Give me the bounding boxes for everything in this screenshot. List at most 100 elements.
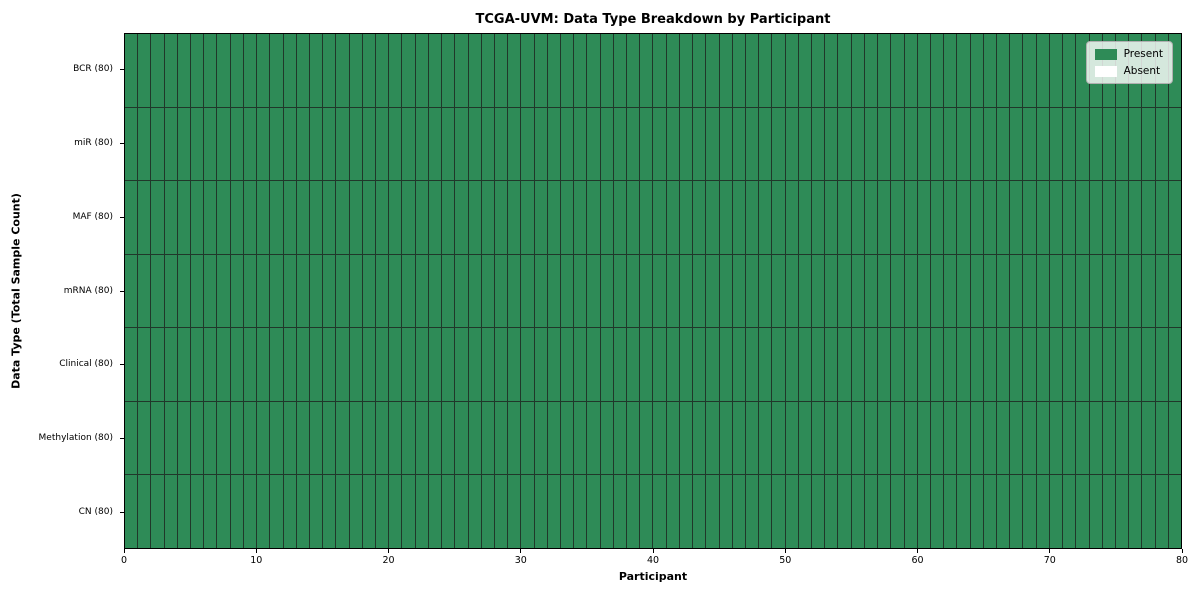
heatmap-cell [613,107,627,181]
heatmap-cell [547,107,560,181]
heatmap-cell [547,254,560,328]
heatmap-cell [243,181,257,254]
heatmap-cell [283,254,296,328]
heatmap-cell [1036,254,1049,328]
heatmap-cell [666,401,679,475]
heatmap-cell [1168,254,1181,328]
heatmap-cell [296,34,309,107]
heatmap-cell [851,401,864,475]
heatmap-cell [1115,107,1129,181]
heatmap-cell [508,181,521,254]
heatmap-cell [309,401,323,475]
heatmap-cell [1023,475,1036,548]
y-tick-label: miR (80) [74,138,113,149]
heatmap-cell [349,34,362,107]
heatmap-cell [745,254,759,328]
heatmap-cell [362,254,376,328]
heatmap-cell [177,254,191,328]
heatmap-cell [151,475,164,548]
heatmap-cell [653,254,666,328]
heatmap-cell [402,475,415,548]
heatmap-cell [944,401,957,475]
x-tick-label: 50 [779,555,792,566]
heatmap-cell [349,475,362,548]
heatmap-cell [125,181,138,254]
heatmap-cell [534,254,547,328]
heatmap-cell [1036,475,1049,548]
legend-swatch-absent [1094,65,1117,77]
heatmap-cell [257,34,270,107]
heatmap-cell [151,107,164,181]
heatmap-cell [164,181,177,254]
heatmap-cell [679,181,693,254]
heatmap-cell [864,475,878,548]
heatmap-cell [653,328,666,401]
heatmap-cell [587,34,600,107]
heatmap-cell [1023,401,1036,475]
heatmap-cell [455,34,468,107]
heatmap-cell [732,107,745,181]
heatmap-cell [349,254,362,328]
heatmap-cell [693,34,706,107]
heatmap-cell [1089,475,1102,548]
heatmap-cell [878,328,891,401]
heatmap-cell [878,34,891,107]
heatmap-cell [1089,181,1102,254]
heatmap-cell [428,181,442,254]
heatmap-cell [706,107,719,181]
heatmap-cell [851,328,864,401]
heatmap-cell [442,475,455,548]
heatmap-cell [402,328,415,401]
heatmap-cell [389,34,402,107]
heatmap-cell [508,475,521,548]
heatmap-cell [719,254,732,328]
heatmap-cell [917,328,930,401]
heatmap-cell [930,181,944,254]
heatmap-cell [878,107,891,181]
heatmap-cell [296,181,309,254]
heatmap-cell [138,34,151,107]
heatmap-cell [349,401,362,475]
heatmap-cell [983,328,997,401]
y-tick-label: MAF (80) [72,211,113,222]
heatmap-cell [243,107,257,181]
heatmap-cell [983,475,997,548]
heatmap-cell [191,401,204,475]
heatmap-cell [257,181,270,254]
heatmap-cell [640,34,653,107]
heatmap-cell [891,328,904,401]
heatmap-cell [745,475,759,548]
heatmap-cell [1076,254,1089,328]
heatmap-cell [1129,328,1142,401]
heatmap-cell [151,254,164,328]
heatmap-cell [904,34,917,107]
heatmap-cell [336,34,349,107]
heatmap-cell [732,181,745,254]
heatmap-cell [415,401,428,475]
heatmap-cell [376,475,389,548]
legend-label: Absent [1123,65,1161,77]
x-tick-mark [520,549,522,553]
heatmap-cell [336,181,349,254]
heatmap-cell [917,107,930,181]
heatmap-cell [1049,328,1063,401]
heatmap-cell [534,34,547,107]
heatmap-cell [944,328,957,401]
heatmap-cell [745,181,759,254]
heatmap-cell [1115,254,1129,328]
heatmap-cell [825,254,838,328]
heatmap-cell [864,181,878,254]
heatmap-cell [415,254,428,328]
heatmap-cell [587,475,600,548]
heatmap-cell [1155,475,1168,548]
x-tick-label: 80 [1175,555,1189,566]
heatmap-cell [917,475,930,548]
heatmap-cell [640,107,653,181]
heatmap-cell [600,107,613,181]
heatmap-cell [138,328,151,401]
heatmap-cell [1049,107,1063,181]
heatmap-cell [1023,254,1036,328]
heatmap-cell [719,328,732,401]
heatmap-cell [719,107,732,181]
heatmap-cell [574,34,587,107]
